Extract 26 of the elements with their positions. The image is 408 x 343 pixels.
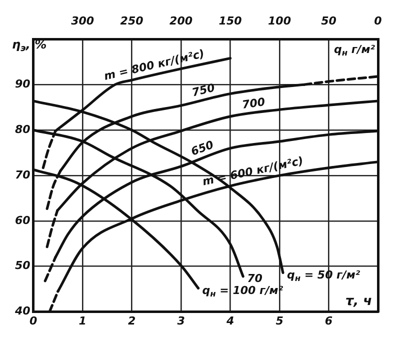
x2-tick-label: 0 bbox=[374, 14, 382, 28]
x2-tick-label: 50 bbox=[321, 14, 337, 28]
y-tick-label: 90 bbox=[14, 77, 31, 90]
x2-tick-label: 300 bbox=[71, 14, 94, 28]
x-tick-label: 0 bbox=[29, 314, 38, 328]
x-tick-label: 1 bbox=[78, 314, 86, 328]
text: 700 bbox=[241, 95, 266, 112]
x2-tick-label: 200 bbox=[170, 14, 193, 28]
x-axis-title: τ, ч bbox=[345, 294, 372, 310]
x-tick-label: 2 bbox=[128, 314, 136, 328]
text: m = 800 кг/(м²с) bbox=[102, 47, 206, 83]
y-tick-label: 70 bbox=[14, 168, 31, 182]
text: 650 bbox=[189, 138, 216, 158]
y-tick-label: 40 bbox=[14, 304, 31, 318]
series-label: 70 bbox=[247, 272, 263, 286]
y-tick-label: 80 bbox=[14, 122, 31, 136]
text: 750 bbox=[190, 81, 216, 100]
x2-tick-label: 150 bbox=[218, 14, 242, 28]
y-tick-label: 50 bbox=[14, 259, 31, 272]
x-tick-label: 6 bbox=[324, 314, 333, 328]
x-tick-label: 3 bbox=[177, 314, 186, 328]
x-tick-label: 4 bbox=[225, 314, 234, 328]
y-tick-label: 60 bbox=[14, 214, 31, 227]
x-tick-label: 5 bbox=[276, 314, 284, 328]
x2-tick-label: 100 bbox=[268, 14, 292, 28]
x2-tick-label: 250 bbox=[120, 14, 144, 28]
